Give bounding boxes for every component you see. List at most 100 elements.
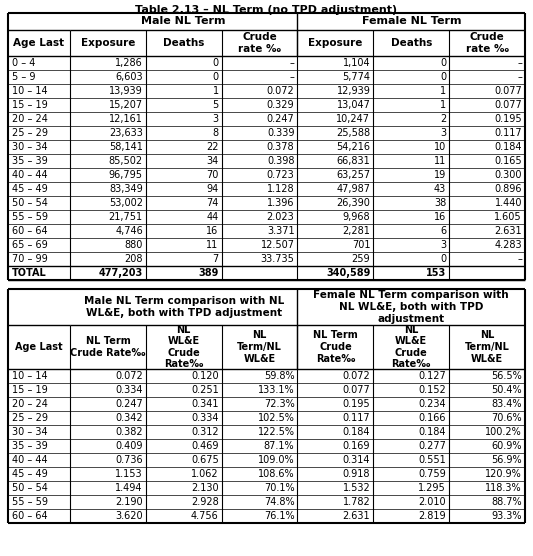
Text: Crude
rate ‰: Crude rate ‰	[238, 32, 281, 54]
Text: 54,216: 54,216	[336, 142, 370, 152]
Text: 50 – 54: 50 – 54	[12, 483, 48, 493]
Text: 0.675: 0.675	[191, 455, 219, 465]
Text: 0.382: 0.382	[115, 427, 143, 437]
Text: Age Last: Age Last	[13, 38, 64, 48]
Text: –: –	[517, 58, 522, 68]
Text: 76.1%: 76.1%	[264, 511, 295, 521]
Text: 259: 259	[352, 254, 370, 264]
Text: 0.077: 0.077	[494, 86, 522, 96]
Text: Deaths: Deaths	[391, 38, 432, 48]
Text: –: –	[517, 72, 522, 82]
Text: 0.918: 0.918	[343, 469, 370, 479]
Text: NL
WL&E
Crude
Rate‰: NL WL&E Crude Rate‰	[164, 325, 204, 369]
Text: 0.314: 0.314	[343, 455, 370, 465]
Text: 0.077: 0.077	[494, 100, 522, 110]
Text: 58,141: 58,141	[109, 142, 143, 152]
Text: NL
Term/NL
WL&E: NL Term/NL WL&E	[237, 330, 282, 364]
Text: 50 – 54: 50 – 54	[12, 198, 48, 208]
Text: 0.184: 0.184	[418, 427, 446, 437]
Text: 11: 11	[434, 156, 446, 166]
Text: 45 – 49: 45 – 49	[12, 184, 48, 194]
Text: 0.072: 0.072	[115, 371, 143, 381]
Text: 109.0%: 109.0%	[258, 455, 295, 465]
Text: 1.605: 1.605	[495, 212, 522, 222]
Text: 4.283: 4.283	[495, 240, 522, 250]
Text: 34: 34	[206, 156, 219, 166]
Text: 2.023: 2.023	[266, 212, 295, 222]
Text: 6,603: 6,603	[115, 72, 143, 82]
Text: 35 – 39: 35 – 39	[12, 156, 48, 166]
Text: Exposure: Exposure	[308, 38, 362, 48]
Text: 3: 3	[440, 128, 446, 138]
Text: 15 – 19: 15 – 19	[12, 385, 48, 395]
Text: Age Last: Age Last	[15, 342, 63, 352]
Text: 10,247: 10,247	[336, 114, 370, 124]
Text: 3.371: 3.371	[267, 226, 295, 236]
Text: 0.277: 0.277	[418, 441, 446, 451]
Text: 0.342: 0.342	[115, 413, 143, 423]
Text: 19: 19	[434, 170, 446, 180]
Text: Female NL Term comparison with
NL WL&E, both with TPD
adjustment: Female NL Term comparison with NL WL&E, …	[313, 290, 509, 324]
Text: 15,207: 15,207	[109, 100, 143, 110]
Text: 1.396: 1.396	[267, 198, 295, 208]
Text: 0.127: 0.127	[418, 371, 446, 381]
Text: 55 – 59: 55 – 59	[12, 497, 48, 507]
Text: TOTAL: TOTAL	[12, 268, 47, 278]
Text: 0: 0	[213, 72, 219, 82]
Text: 13,939: 13,939	[109, 86, 143, 96]
Text: 47,987: 47,987	[336, 184, 370, 194]
Text: 0.166: 0.166	[418, 413, 446, 423]
Text: 40 – 44: 40 – 44	[12, 170, 47, 180]
Text: 3: 3	[213, 114, 219, 124]
Text: 0.551: 0.551	[418, 455, 446, 465]
Text: Deaths: Deaths	[163, 38, 205, 48]
Text: 0: 0	[440, 72, 446, 82]
Text: 10 – 14: 10 – 14	[12, 86, 47, 96]
Text: 59.8%: 59.8%	[264, 371, 295, 381]
Text: 83,349: 83,349	[109, 184, 143, 194]
Text: 10 – 14: 10 – 14	[12, 371, 47, 381]
Text: 2.130: 2.130	[191, 483, 219, 493]
Text: 25,588: 25,588	[336, 128, 370, 138]
Text: 60.9%: 60.9%	[491, 441, 522, 451]
Text: 0: 0	[440, 58, 446, 68]
Text: 108.6%: 108.6%	[258, 469, 295, 479]
Text: 63,257: 63,257	[336, 170, 370, 180]
Text: 118.3%: 118.3%	[486, 483, 522, 493]
Text: 12,161: 12,161	[109, 114, 143, 124]
Text: Male NL Term comparison with NL
WL&E, both with TPD adjustment: Male NL Term comparison with NL WL&E, bo…	[84, 296, 284, 318]
Text: 477,203: 477,203	[99, 268, 143, 278]
Text: 0.312: 0.312	[191, 427, 219, 437]
Text: 20 – 24: 20 – 24	[12, 399, 48, 409]
Text: 74.8%: 74.8%	[264, 497, 295, 507]
Text: –: –	[517, 254, 522, 264]
Text: 30 – 34: 30 – 34	[12, 427, 47, 437]
Text: 85,502: 85,502	[109, 156, 143, 166]
Text: 0.077: 0.077	[343, 385, 370, 395]
Text: 50.4%: 50.4%	[491, 385, 522, 395]
Text: 2.631: 2.631	[495, 226, 522, 236]
Text: 0.409: 0.409	[115, 441, 143, 451]
Text: 0.165: 0.165	[495, 156, 522, 166]
Text: 26,390: 26,390	[336, 198, 370, 208]
Text: 72.3%: 72.3%	[264, 399, 295, 409]
Text: 3: 3	[440, 240, 446, 250]
Text: 5 – 9: 5 – 9	[12, 72, 36, 82]
Text: 1.440: 1.440	[495, 198, 522, 208]
Text: –: –	[289, 72, 295, 82]
Text: 0.152: 0.152	[418, 385, 446, 395]
Text: 0: 0	[440, 254, 446, 264]
Text: 1.532: 1.532	[343, 483, 370, 493]
Text: 2.819: 2.819	[418, 511, 446, 521]
Text: 16: 16	[434, 212, 446, 222]
Text: 38: 38	[434, 198, 446, 208]
Text: 83.4%: 83.4%	[491, 399, 522, 409]
Text: Crude
rate ‰: Crude rate ‰	[466, 32, 508, 54]
Text: 22: 22	[206, 142, 219, 152]
Text: 10: 10	[434, 142, 446, 152]
Text: 1,104: 1,104	[343, 58, 370, 68]
Text: 880: 880	[125, 240, 143, 250]
Text: 93.3%: 93.3%	[491, 511, 522, 521]
Text: 9,968: 9,968	[343, 212, 370, 222]
Text: 25 – 29: 25 – 29	[12, 413, 48, 423]
